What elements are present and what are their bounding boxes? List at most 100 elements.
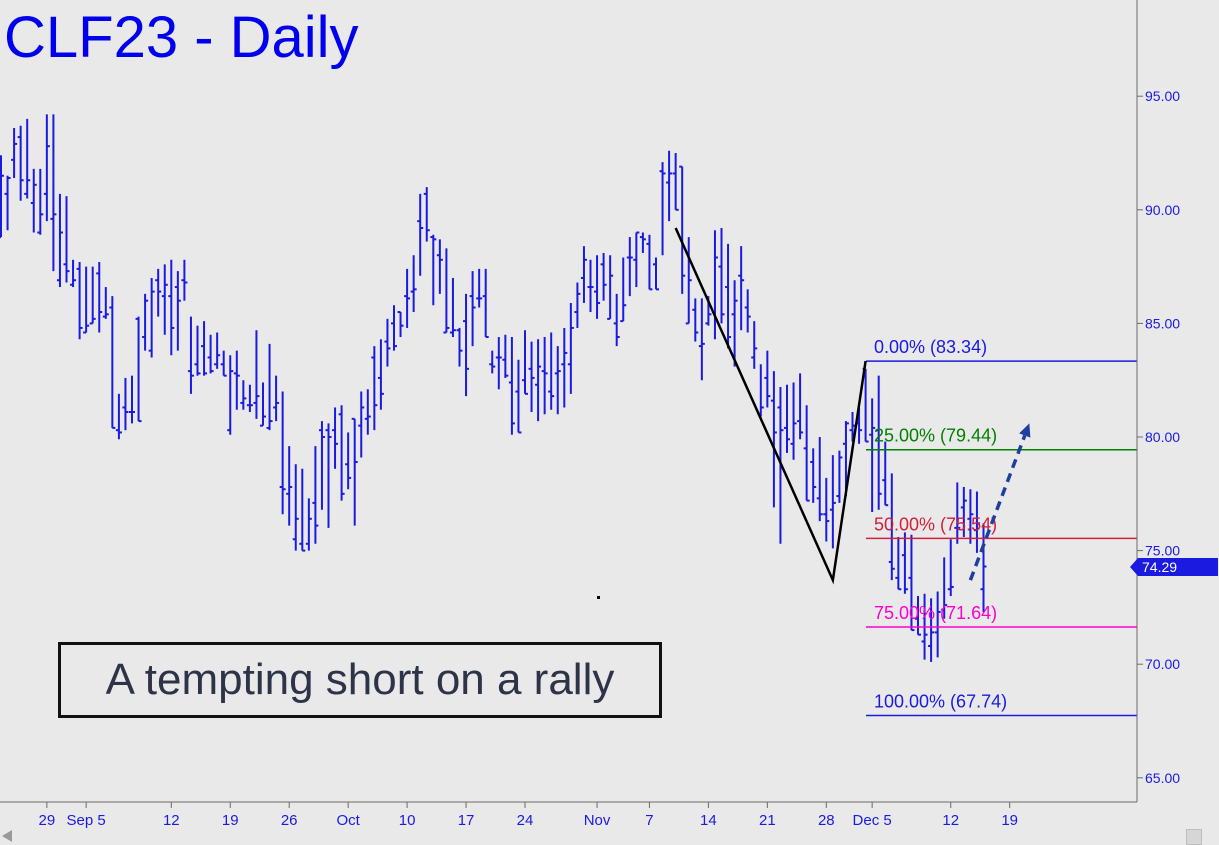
ohlc-bar	[947, 539, 954, 597]
ohlc-bar	[214, 332, 221, 369]
ohlc-bar	[875, 375, 882, 510]
ohlc-bar	[888, 473, 895, 581]
ohlc-bar	[469, 271, 476, 347]
ohlc-bar	[561, 327, 568, 408]
fib-label: 25.00% (79.44)	[874, 426, 997, 446]
y-tick-label: 75.00	[1145, 543, 1180, 559]
ohlc-bar	[227, 355, 234, 435]
price-bars	[0, 114, 987, 662]
ohlc-bar	[30, 168, 37, 233]
ohlc-bar	[829, 455, 836, 549]
ohlc-bar	[129, 375, 135, 424]
ohlc-bar	[456, 327, 463, 367]
x-tick-label: 12	[163, 812, 180, 829]
ohlc-bar	[672, 153, 679, 211]
ohlc-bar	[554, 346, 561, 415]
ohlc-bar	[292, 464, 299, 551]
ohlc-bar	[397, 311, 404, 338]
ohlc-bar	[332, 407, 339, 469]
scroll-thumb[interactable]	[1186, 829, 1202, 845]
fib-label: 100.00% (67.74)	[874, 692, 1007, 712]
ohlc-bar	[122, 377, 129, 431]
x-tick-label: Sep 5	[67, 812, 106, 829]
ohlc-bar	[803, 405, 810, 502]
ohlc-bar	[895, 536, 902, 591]
ohlc-bar	[37, 168, 44, 235]
ohlc-bar	[233, 350, 240, 410]
ohlc-bar	[404, 268, 411, 328]
ohlc-bar	[201, 321, 208, 376]
ohlc-bar	[443, 248, 450, 334]
annotation-box: A tempting short on a rally	[58, 642, 662, 718]
ohlc-bar	[89, 266, 96, 325]
x-tick-label: 7	[645, 812, 653, 829]
ohlc-bar	[659, 162, 666, 256]
ohlc-bar	[56, 193, 63, 288]
ohlc-bar	[63, 196, 70, 283]
ohlc-bar	[928, 598, 935, 662]
ohlc-bar	[489, 350, 496, 374]
ohlc-bar	[613, 293, 620, 347]
ohlc-bar	[600, 252, 607, 301]
fib-label: 0.00% (83.34)	[874, 337, 987, 357]
ohlc-bar	[646, 234, 653, 291]
fibonacci-levels: 0.00% (83.34) 25.00% (79.44) 50.00% (75.54…	[866, 337, 1137, 717]
ohlc-bar	[522, 330, 528, 395]
ohlc-bar	[954, 482, 961, 544]
chart-title: CLF23 - Daily	[4, 5, 359, 70]
x-tick-label: 21	[759, 812, 776, 829]
ohlc-bar	[764, 350, 771, 408]
y-tick-label: 70.00	[1145, 656, 1180, 672]
ohlc-bar	[50, 114, 57, 272]
ohlc-bar	[109, 296, 116, 429]
ohlc-bar	[70, 259, 77, 288]
ohlc-bar	[279, 391, 286, 515]
ohlc-bar	[725, 243, 732, 349]
ohlc-bar	[260, 382, 266, 427]
last-price-badge: 74.29	[1130, 558, 1218, 576]
ohlc-bar	[161, 264, 168, 335]
ohlc-bar	[449, 277, 456, 338]
ohlc-bar	[181, 259, 188, 301]
ohlc-bar	[751, 321, 758, 369]
time-axis[interactable]: 29 Sep 5 12 19 26 Oct 10 17 24 Nov 7 14 21 28 Dec 5 12 1…	[39, 802, 1019, 829]
ohlc-bar	[738, 246, 745, 331]
ohlc-bar	[790, 382, 797, 460]
x-tick-label: Oct	[336, 812, 360, 829]
price-axis[interactable]: 95.00 90.00 85.00 80.00 75.00 70.00 65.00	[1137, 88, 1180, 786]
horizontal-scrollbar[interactable]	[0, 828, 1219, 845]
ohlc-bar	[908, 534, 915, 632]
abc-pattern-line	[674, 227, 867, 585]
ohlc-bar	[142, 293, 149, 351]
ohlc-bar	[76, 262, 83, 340]
ohlc-bar	[96, 262, 103, 333]
ohlc-bar	[810, 448, 817, 503]
ohlc-bar	[338, 405, 345, 501]
ohlc-bar	[384, 318, 391, 367]
ohlc-bar	[194, 325, 201, 376]
ohlc-bar	[24, 118, 31, 199]
ohlc-bar	[391, 305, 397, 351]
fib-label: 50.00% (75.54)	[874, 514, 997, 534]
ohlc-bar	[318, 421, 325, 510]
ohlc-bar	[351, 417, 358, 526]
y-tick-label: 65.00	[1145, 770, 1180, 786]
ohlc-bar	[436, 239, 443, 294]
ohlc-bar	[325, 423, 332, 528]
ohlc-bar	[594, 255, 601, 319]
ohlc-bar	[135, 316, 142, 423]
ohlc-bar	[174, 271, 181, 351]
arrow-shaft	[968, 434, 1027, 581]
ohlc-bar	[495, 337, 502, 390]
ohlc-bar	[364, 389, 371, 435]
ohlc-bar	[286, 446, 293, 526]
x-tick-label: 19	[1001, 812, 1018, 829]
ohlc-bar	[567, 302, 574, 394]
ohlc-bar	[731, 280, 738, 367]
ohlc-bar	[358, 391, 365, 458]
ohlc-bar	[528, 341, 535, 413]
scroll-left-icon[interactable]	[2, 830, 12, 842]
ohlc-bar	[653, 257, 659, 291]
x-tick-label: 17	[458, 812, 475, 829]
ohlc-bar	[417, 193, 424, 276]
